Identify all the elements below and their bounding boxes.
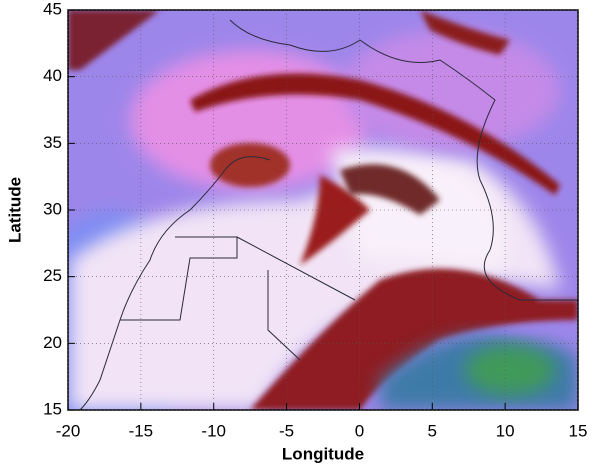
cloud-band bbox=[300, 175, 370, 265]
y-tick-label: 25 bbox=[43, 266, 62, 285]
y-tick-label: 35 bbox=[43, 133, 62, 152]
cloud-patch bbox=[420, 10, 510, 55]
x-tick-label: -20 bbox=[56, 421, 81, 440]
x-tick-label: 5 bbox=[428, 421, 437, 440]
y-tick-label: 30 bbox=[43, 199, 62, 218]
cloud-patch bbox=[210, 143, 290, 187]
cloud-band bbox=[190, 73, 560, 195]
y-axis-label: Latitude bbox=[5, 177, 24, 243]
x-tick-label: -10 bbox=[201, 421, 226, 440]
y-tick-label: 40 bbox=[43, 66, 62, 85]
y-tick-label: 20 bbox=[43, 333, 62, 352]
green-cloud bbox=[465, 345, 555, 395]
coastline bbox=[79, 156, 271, 410]
y-tick-label: 45 bbox=[43, 0, 62, 18]
border bbox=[267, 270, 301, 361]
x-tick-label: -15 bbox=[129, 421, 154, 440]
satellite-image bbox=[68, 10, 578, 410]
x-tick-label: 15 bbox=[569, 421, 588, 440]
cloud-patch bbox=[68, 10, 160, 70]
pink-haze bbox=[340, 30, 560, 150]
x-tick-label: 10 bbox=[496, 421, 515, 440]
coastline bbox=[229, 19, 578, 301]
x-tick-label: -5 bbox=[279, 421, 294, 440]
border bbox=[236, 236, 356, 301]
x-tick-label: 0 bbox=[355, 421, 364, 440]
cloud-band bbox=[250, 268, 578, 410]
y-tick-label: 15 bbox=[43, 399, 62, 418]
cloud-band bbox=[340, 164, 440, 215]
x-axis-label: Longitude bbox=[282, 444, 364, 463]
